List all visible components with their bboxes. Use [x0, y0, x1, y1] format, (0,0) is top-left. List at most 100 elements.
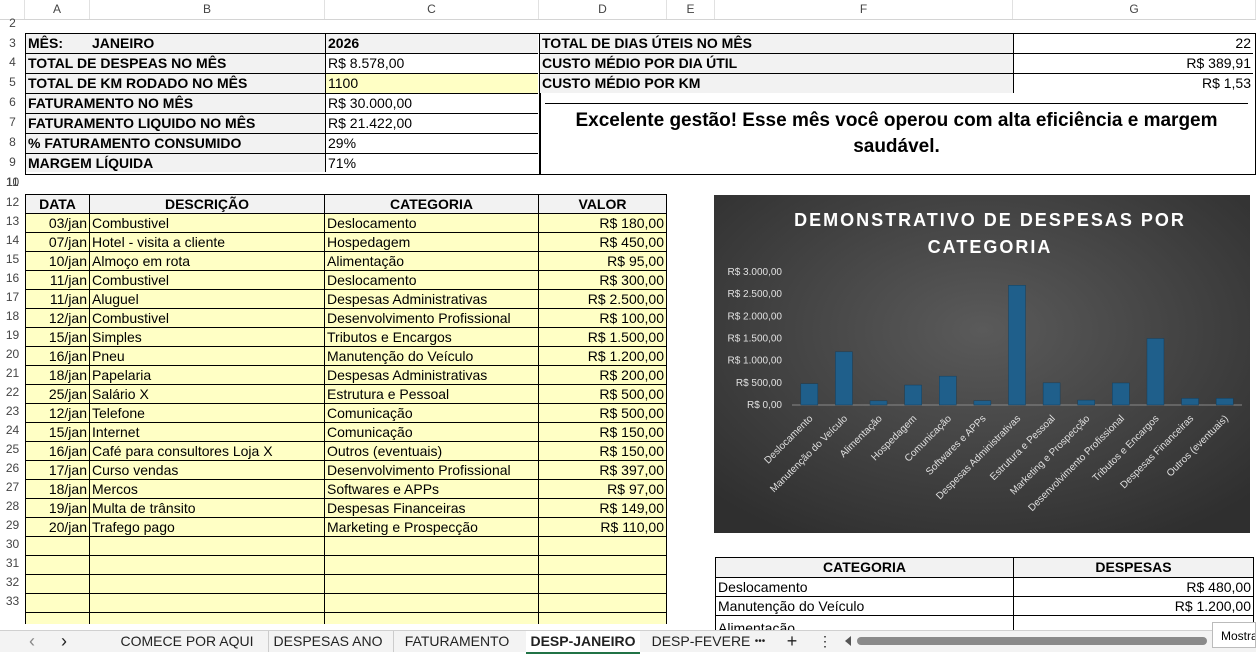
- mes-value[interactable]: JANEIRO: [90, 34, 325, 53]
- column-header-a[interactable]: A: [25, 0, 90, 19]
- row-header[interactable]: 18: [5, 309, 20, 323]
- table-cell-data[interactable]: 17/jan: [25, 460, 90, 480]
- cat-row-0-name[interactable]: Deslocamento: [715, 577, 1014, 597]
- table-cell-data[interactable]: 15/jan: [25, 422, 90, 442]
- table-cell-categoria[interactable]: [324, 574, 539, 594]
- table-cell-categoria[interactable]: Deslocamento: [324, 270, 539, 290]
- row-header[interactable]: 27: [5, 480, 20, 494]
- table-cell-data[interactable]: 20/jan: [25, 517, 90, 537]
- faturamento-consumido-value[interactable]: 29%: [325, 133, 538, 153]
- cat-row-2-name[interactable]: Alimentação: [715, 615, 1014, 630]
- row-header[interactable]: 29: [5, 518, 20, 532]
- tab-nav-prev[interactable]: ‹: [29, 631, 35, 651]
- row-header[interactable]: 16: [5, 271, 20, 285]
- row-header[interactable]: 21: [5, 366, 20, 380]
- row-header[interactable]: 10: [5, 175, 20, 189]
- row-header[interactable]: 8: [9, 135, 16, 149]
- row-header[interactable]: 25: [5, 442, 20, 456]
- table-cell-valor[interactable]: [538, 555, 667, 575]
- table-cell-descricao[interactable]: Simples: [89, 327, 325, 347]
- tab-comece-por-aqui[interactable]: COMECE POR AQUI: [120, 633, 254, 649]
- column-header-d[interactable]: D: [539, 0, 667, 19]
- row-header[interactable]: 24: [5, 423, 20, 437]
- chart-bar-11[interactable]: [1181, 398, 1199, 406]
- scroll-left-icon[interactable]: [845, 636, 851, 646]
- table-cell-descricao[interactable]: Curso vendas: [89, 460, 325, 480]
- table-cell-data[interactable]: [25, 612, 90, 624]
- column-header-g[interactable]: G: [1013, 0, 1256, 19]
- table-cell-descricao[interactable]: Mercos: [89, 479, 325, 499]
- table-cell-data[interactable]: 16/jan: [25, 346, 90, 366]
- row-header[interactable]: 3: [9, 36, 16, 50]
- table-cell-categoria[interactable]: Tributos e Encargos: [324, 327, 539, 347]
- table-cell-descricao[interactable]: Combustivel: [89, 213, 325, 233]
- table-cell-data[interactable]: 16/jan: [25, 441, 90, 461]
- add-sheet-button[interactable]: +: [786, 631, 798, 651]
- table-cell-data[interactable]: 18/jan: [25, 479, 90, 499]
- table-cell-categoria[interactable]: [324, 612, 539, 624]
- table-cell-valor[interactable]: R$ 2.500,00: [538, 289, 667, 309]
- chart-bar-6[interactable]: [1008, 285, 1026, 406]
- row-header[interactable]: 4: [9, 55, 16, 69]
- row-header[interactable]: 5: [9, 75, 16, 89]
- table-cell-data[interactable]: 18/jan: [25, 365, 90, 385]
- row-header[interactable]: 32: [5, 575, 20, 589]
- table-cell-data[interactable]: 25/jan: [25, 384, 90, 404]
- column-header-e[interactable]: E: [667, 0, 715, 19]
- table-cell-descricao[interactable]: Combustivel: [89, 308, 325, 328]
- row-header[interactable]: 12: [5, 195, 20, 209]
- chart-bar-5[interactable]: [973, 400, 992, 406]
- row-header[interactable]: 2: [9, 16, 16, 30]
- table-cell-descricao[interactable]: Café para consultores Loja X: [89, 441, 325, 461]
- total-despesas-value[interactable]: R$ 8.578,00: [325, 53, 538, 73]
- row-header[interactable]: 31: [5, 556, 20, 570]
- row-header[interactable]: 23: [5, 404, 20, 418]
- table-cell-valor[interactable]: R$ 500,00: [538, 403, 667, 423]
- margem-liquida-value[interactable]: 71%: [325, 153, 538, 172]
- row-header[interactable]: 11: [6, 175, 19, 189]
- row-header[interactable]: 30: [5, 537, 20, 551]
- table-cell-data[interactable]: [25, 593, 90, 613]
- table-cell-categoria[interactable]: Despesas Administrativas: [324, 289, 539, 309]
- table-cell-valor[interactable]: R$ 1.500,00: [538, 327, 667, 347]
- year-value[interactable]: 2026: [325, 34, 538, 53]
- table-cell-categoria[interactable]: [324, 536, 539, 556]
- sheet-menu-icon[interactable]: ⋮: [818, 633, 832, 649]
- row-header[interactable]: 20: [5, 347, 20, 361]
- scrollbar-thumb[interactable]: [857, 637, 1207, 645]
- cat-header-despesas[interactable]: DESPESAS: [1013, 557, 1254, 578]
- row-header[interactable]: 7: [9, 115, 16, 129]
- table-cell-categoria[interactable]: Hospedagem: [324, 232, 539, 252]
- table-cell-data[interactable]: [25, 536, 90, 556]
- table-cell-valor[interactable]: [538, 612, 667, 624]
- select-all-corner[interactable]: [0, 0, 25, 19]
- table-cell-valor[interactable]: R$ 100,00: [538, 308, 667, 328]
- table-cell-descricao[interactable]: Telefone: [89, 403, 325, 423]
- table-cell-valor[interactable]: [538, 536, 667, 556]
- row-header[interactable]: 15: [5, 252, 20, 266]
- table-cell-descricao[interactable]: Salário X: [89, 384, 325, 404]
- table-cell-data[interactable]: [25, 574, 90, 594]
- table-cell-valor[interactable]: R$ 95,00: [538, 251, 667, 271]
- table-cell-valor[interactable]: R$ 149,00: [538, 498, 667, 518]
- table-cell-data[interactable]: 11/jan: [25, 289, 90, 309]
- chart-bar-1[interactable]: [835, 351, 853, 406]
- chart-bar-2[interactable]: [869, 400, 888, 406]
- row-header[interactable]: 22: [5, 385, 20, 399]
- table-cell-categoria[interactable]: Marketing e Prospecção: [324, 517, 539, 537]
- table-cell-descricao[interactable]: [89, 574, 325, 594]
- table-cell-categoria[interactable]: [324, 593, 539, 613]
- table-cell-data[interactable]: 10/jan: [25, 251, 90, 271]
- row-header[interactable]: 33: [5, 594, 20, 608]
- table-cell-categoria[interactable]: Desenvolvimento Profissional: [324, 308, 539, 328]
- table-cell-valor[interactable]: R$ 300,00: [538, 270, 667, 290]
- table-cell-valor[interactable]: R$ 500,00: [538, 384, 667, 404]
- faturamento-value[interactable]: R$ 30.000,00: [325, 93, 538, 113]
- tab-faturamento[interactable]: FATURAMENTO: [393, 631, 520, 652]
- row-header[interactable]: 26: [5, 461, 20, 475]
- row-header[interactable]: 19: [5, 328, 20, 342]
- row-header[interactable]: 17: [5, 290, 20, 304]
- table-cell-data[interactable]: 12/jan: [25, 308, 90, 328]
- table-cell-descricao[interactable]: Hotel - visita a cliente: [89, 232, 325, 252]
- table-cell-categoria[interactable]: Softwares e APPs: [324, 479, 539, 499]
